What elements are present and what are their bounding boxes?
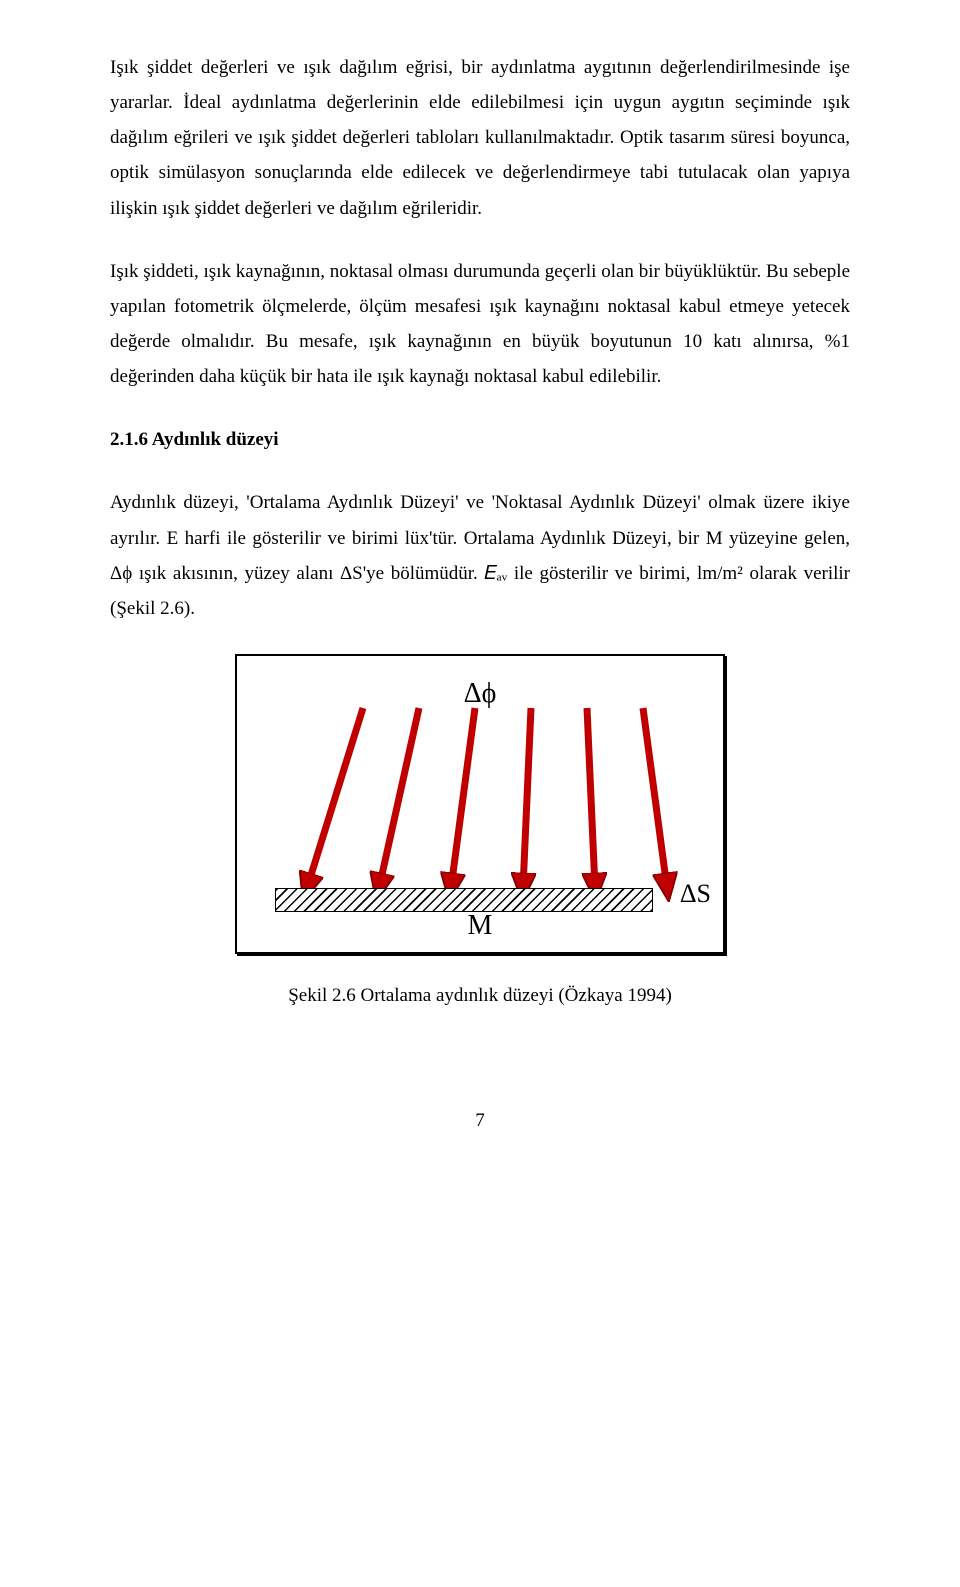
m-label: M	[468, 900, 493, 952]
figure-caption: Şekil 2.6 Ortalama aydınlık düzeyi (Özka…	[288, 978, 672, 1013]
section-heading: 2.1.6 Aydınlık düzeyi	[110, 422, 850, 457]
delta-s-label: ΔS	[680, 870, 711, 918]
figure-2-6: Δϕ ΔS M	[235, 654, 725, 954]
page-number: 7	[110, 1103, 850, 1138]
delta-phi-label: Δϕ	[464, 668, 497, 720]
figure-container: Δϕ ΔS M Şekil 2.6 Ortalama aydınlık düze…	[110, 654, 850, 1013]
paragraph-3: Aydınlık düzeyi, 'Ortalama Aydınlık Düze…	[110, 485, 850, 626]
surface-hatch	[275, 888, 653, 912]
paragraph-2: Işık şiddeti, ışık kaynağının, noktasal …	[110, 254, 850, 395]
paragraph-1: Işık şiddet değerleri ve ışık dağılım eğ…	[110, 50, 850, 226]
